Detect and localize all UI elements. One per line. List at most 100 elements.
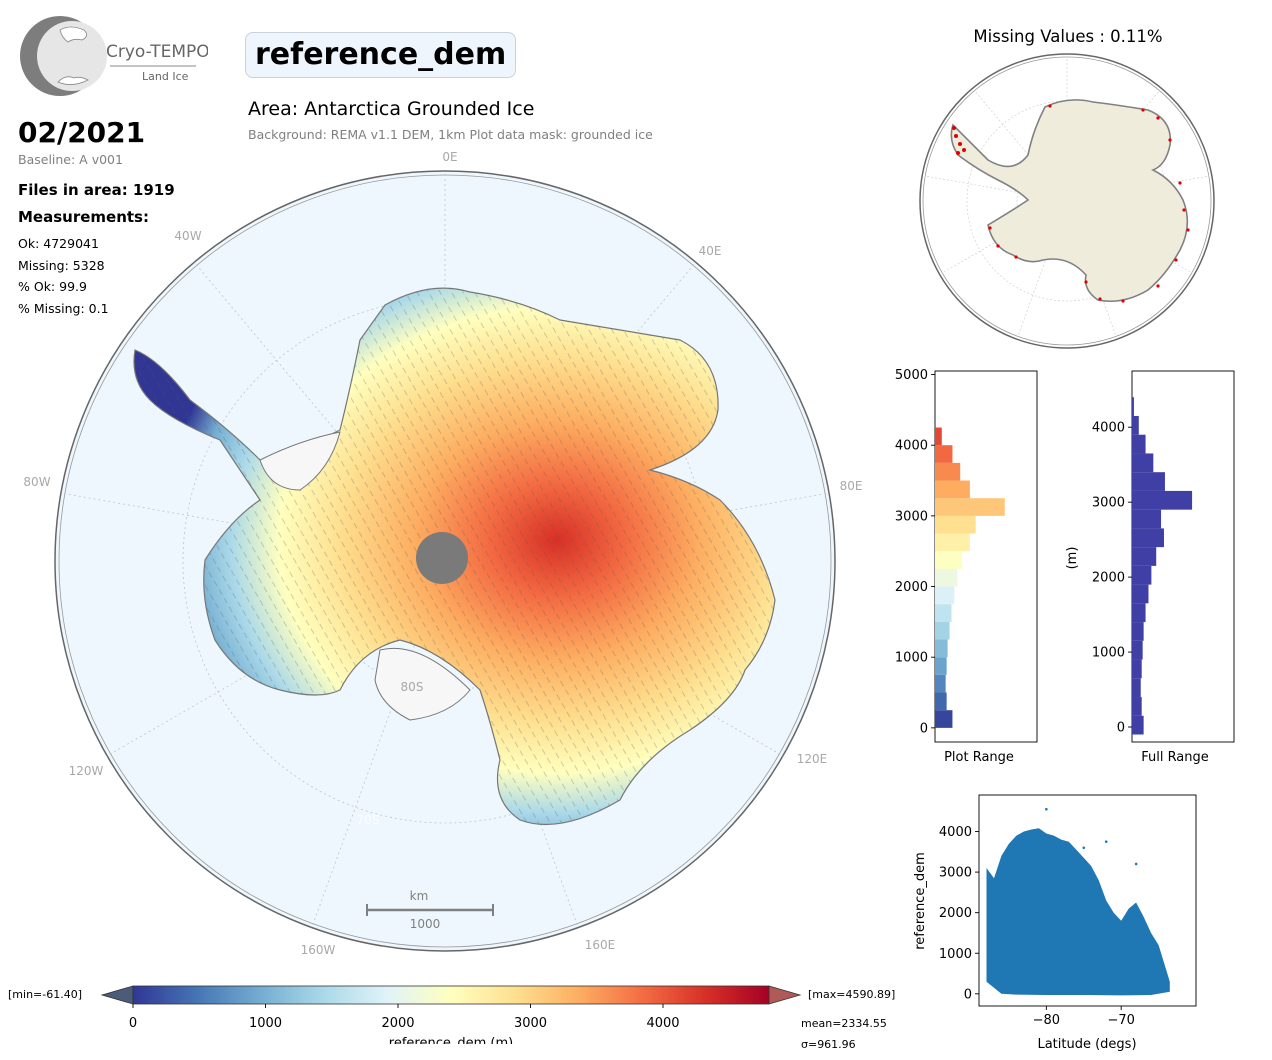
cryo-tempo-logo: Cryo-TEMPO Land Ice — [18, 16, 210, 100]
colorbar-max-extend — [768, 985, 802, 1005]
scatter-points — [986, 828, 1170, 996]
colorbar-label: reference_dem (m) — [389, 1036, 513, 1044]
ytick-label: 3000 — [895, 509, 928, 524]
ronne-ice-shelf — [259, 431, 341, 491]
histogram-bar — [1132, 697, 1142, 716]
baseline-label: Baseline: A v001 — [18, 152, 123, 167]
histogram-bar — [1132, 434, 1146, 454]
scale-bar: km 1000 — [366, 889, 494, 931]
ytick-label: 4000 — [895, 439, 928, 454]
plot-range-yticks: 0 1000 2000 3000 4000 5000 — [895, 368, 935, 736]
lon-label-120w: 120W — [69, 764, 104, 778]
parameter-title: reference_dem — [245, 32, 517, 78]
logo-name: Cryo-TEMPO — [106, 42, 208, 62]
ytick-label: 1000 — [939, 947, 972, 962]
colorbar-tick-label: 1000 — [249, 1016, 282, 1031]
histogram-bar — [1132, 509, 1162, 529]
histogram-bar — [935, 462, 961, 481]
histogram-bar — [935, 551, 963, 569]
ytick-label: 5000 — [895, 368, 928, 383]
colorbar-sigma: σ=961.96 — [801, 1038, 856, 1051]
polar-hole — [416, 532, 468, 584]
histogram-bar — [1132, 622, 1144, 641]
ytick-label: 0 — [964, 987, 972, 1002]
full-range-ylabel: (m) — [1065, 547, 1080, 570]
histogram-bar — [1132, 659, 1142, 679]
colorbar-tick-label: 3000 — [514, 1016, 547, 1031]
scatter-xlabel: Latitude (degs) — [1037, 1037, 1136, 1052]
missing-values-title: Missing Values : 0.11% — [973, 27, 1163, 46]
xtick-label: −80 — [1033, 1013, 1060, 1028]
area-title: Area: Antarctica Grounded Ice — [248, 98, 535, 120]
histogram-bar — [1132, 603, 1146, 623]
lon-label-40w: 40W — [174, 229, 201, 243]
scatter-outlier-point — [1104, 840, 1108, 843]
pct-ok: % Ok: 99.9 — [18, 279, 87, 294]
ytick-label: 1000 — [1092, 646, 1125, 661]
ok-count: Ok: 4729041 — [18, 236, 99, 251]
full-range-xlabel: Full Range — [1141, 750, 1209, 765]
colorbar: 0 1000 2000 3000 4000 reference_dem (m) — [100, 985, 802, 1044]
scatter-ticks: 0 1000 2000 3000 4000 −80 −70 — [939, 825, 1135, 1028]
colorbar-mean: mean=2334.55 — [801, 1017, 887, 1030]
histogram-bar — [935, 621, 950, 640]
scatter-outlier-point — [1045, 807, 1048, 811]
histogram-bar — [1132, 397, 1134, 416]
missing-points — [952, 104, 1190, 303]
scatter-ylabel: reference_dem — [913, 852, 928, 950]
background-note: Background: REMA v1.1 DEM, 1km Plot data… — [248, 127, 653, 142]
histogram-bar — [1132, 490, 1193, 510]
histogram-bar — [935, 445, 953, 463]
scatter-outlier-point — [1082, 846, 1086, 850]
histogram-panels: 0 1000 2000 3000 4000 5000 Plot Range 0 1000 20… — [895, 368, 1235, 765]
ytick-label: 2000 — [895, 580, 928, 595]
lon-label-80w: 80W — [23, 475, 50, 489]
scale-unit: km — [410, 889, 429, 903]
ytick-label: 4000 — [1092, 421, 1125, 436]
lon-label-40e: 40E — [699, 244, 722, 258]
longitude-labels: 0E 40E 80E 120E 160E 160W 120W 80W 40W — [23, 150, 862, 957]
ytick-label: 3000 — [939, 866, 972, 881]
colorbar-min-extend — [100, 985, 134, 1005]
histogram-bar — [1132, 528, 1164, 548]
logo-sub: Land Ice — [142, 70, 189, 83]
histogram-bar — [935, 480, 970, 499]
histogram-bar — [935, 586, 955, 605]
plot-range-xlabel: Plot Range — [944, 750, 1014, 765]
scale-value: 1000 — [410, 917, 441, 931]
plot-range-bars — [935, 427, 1005, 728]
measurements-heading: Measurements: — [18, 208, 149, 226]
colorbar-tick-label: 2000 — [381, 1016, 414, 1031]
ross-ice-shelf — [374, 647, 471, 721]
ytick-label: 2000 — [939, 906, 972, 921]
histogram-bar — [1132, 547, 1157, 566]
histogram-bar — [935, 674, 946, 693]
histogram-bar — [935, 710, 953, 728]
ytick-label: 1000 — [895, 651, 928, 666]
ytick-label: 2000 — [1092, 571, 1125, 586]
xtick-label: −70 — [1107, 1013, 1134, 1028]
ytick-label: 4000 — [939, 825, 972, 840]
full-range-bars — [1132, 397, 1193, 735]
colorbar-gradient — [132, 985, 770, 1005]
histogram-bar — [935, 657, 947, 675]
lon-label-120e: 120E — [797, 752, 828, 766]
scatter-outlier-point — [1134, 862, 1138, 866]
pct-missing: % Missing: 0.1 — [18, 301, 109, 316]
histogram-bar — [1132, 584, 1149, 604]
lat-label-80s: 80S — [401, 680, 424, 694]
lon-label-160e: 160E — [585, 938, 616, 952]
histogram-bar — [935, 639, 948, 658]
antarctica-map: 0E 40E 80E 120E 160E 160W 120W 80W 40W 8… — [23, 150, 862, 957]
colorbar-min-label: [min=-61.40] — [8, 988, 83, 1001]
histogram-bar — [935, 568, 958, 587]
histogram-bar — [1132, 640, 1143, 660]
scatter-outliers — [1045, 807, 1138, 866]
histogram-bar — [1132, 715, 1144, 735]
histogram-bar — [935, 515, 976, 534]
ytick-label: 0 — [1117, 721, 1125, 736]
histogram-bar — [1132, 415, 1139, 435]
lon-label-80e: 80E — [840, 479, 863, 493]
colorbar-tick-label: 4000 — [646, 1016, 679, 1031]
